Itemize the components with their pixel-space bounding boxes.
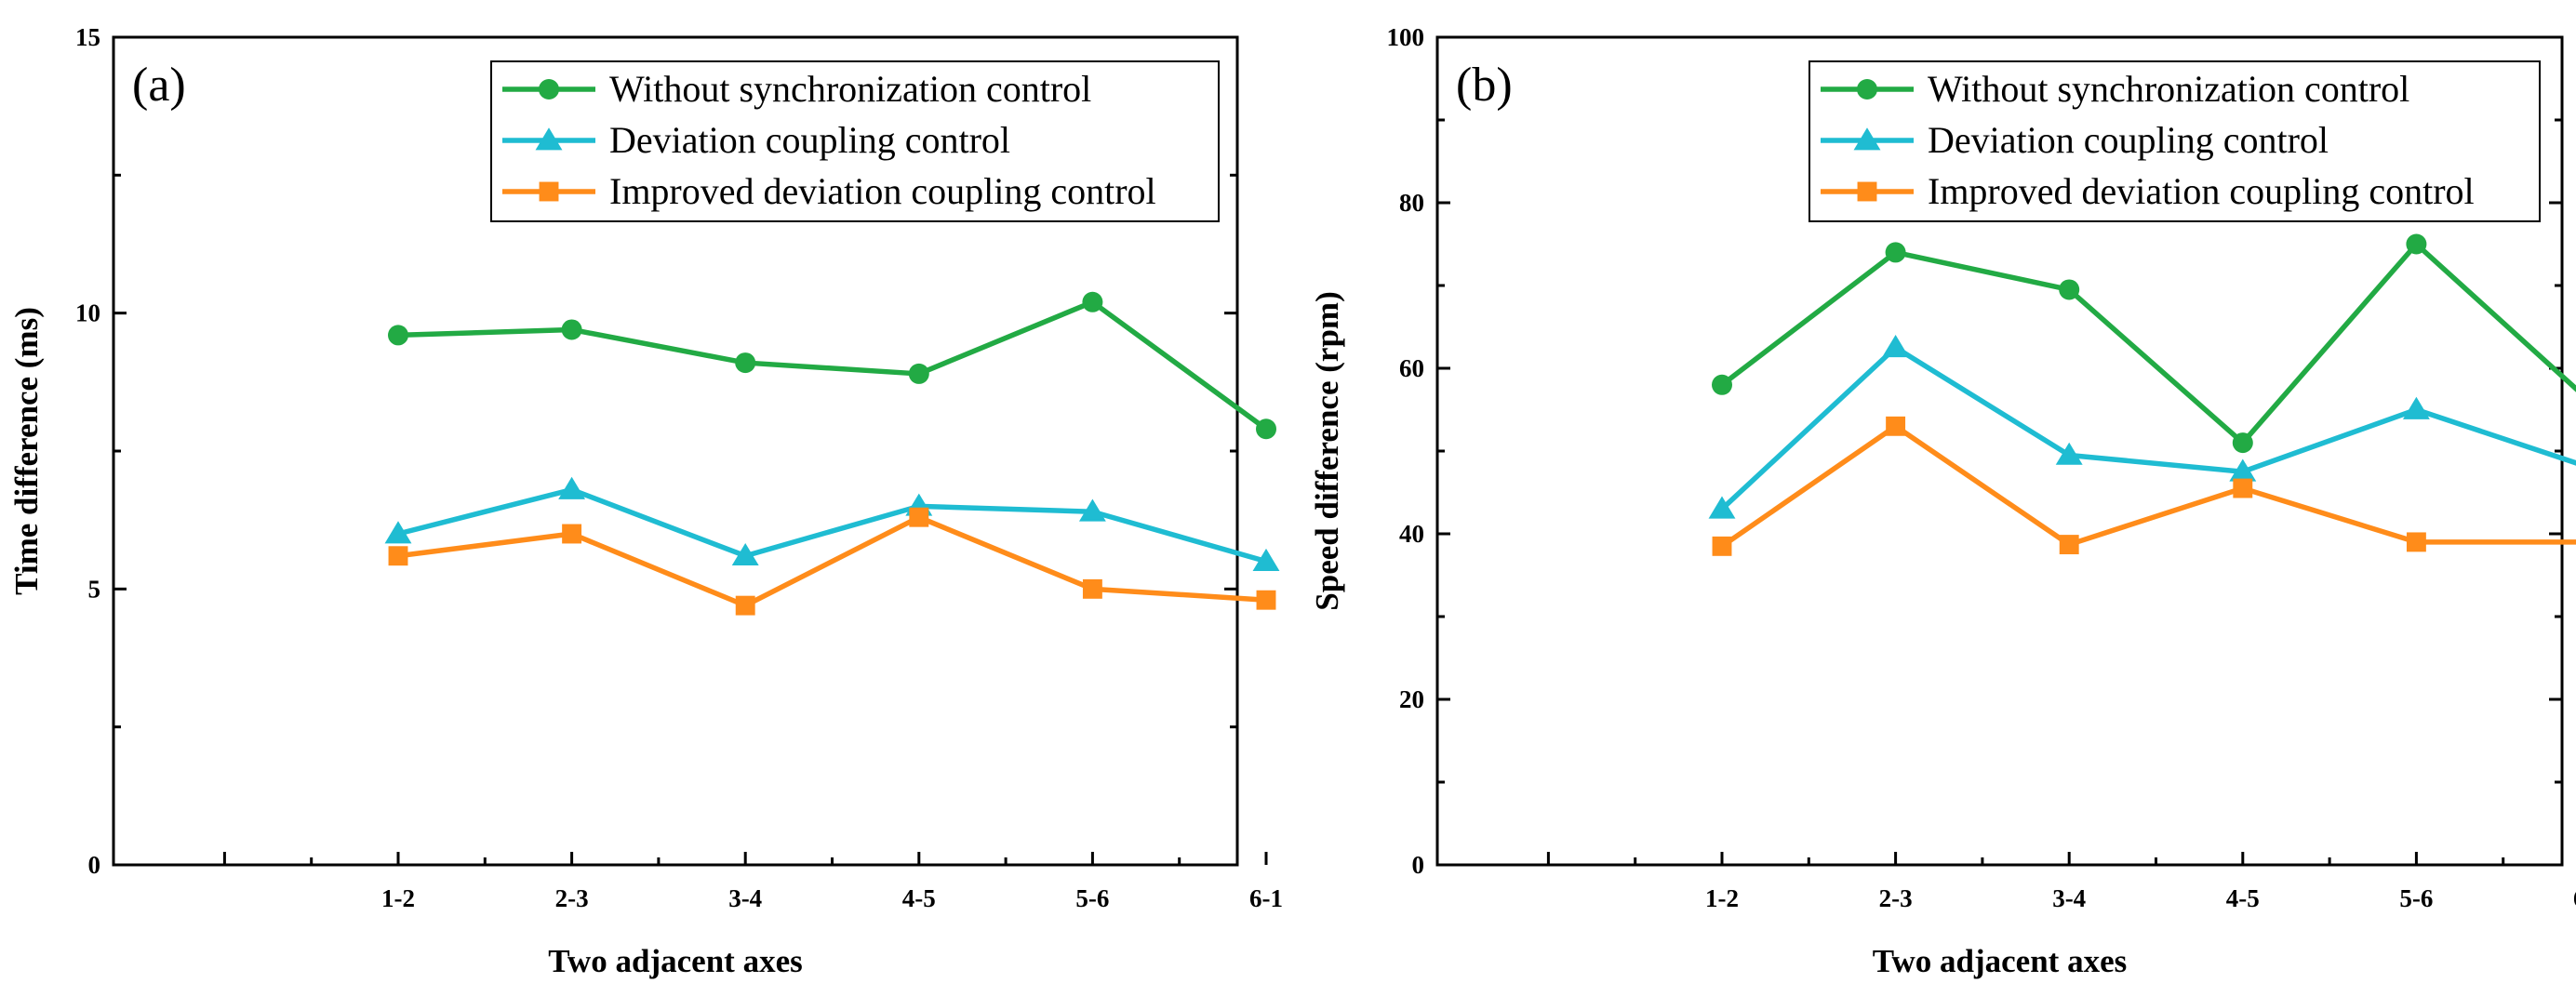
- y-tick-label: 15: [75, 23, 100, 51]
- series-line: [1720, 423, 2576, 549]
- data-point-5-6: [2406, 233, 2427, 255]
- data-point-3-4: [2059, 535, 2079, 555]
- data-point-6-1: [1256, 590, 1276, 610]
- series-line: [397, 514, 1267, 608]
- legend-label: Deviation coupling control: [1928, 119, 2329, 161]
- legend-label: Deviation coupling control: [609, 119, 1010, 161]
- data-point-2-3: [558, 476, 586, 499]
- legend: Without synchronization control Deviation…: [1809, 60, 2541, 222]
- x-tick-label-4-5: 4-5: [2226, 884, 2260, 912]
- data-point-1-2: [384, 521, 412, 544]
- legend-box: [490, 60, 1220, 222]
- series-line: [1720, 345, 2576, 511]
- legend-marker: [539, 79, 559, 100]
- x-tick-label-2-3: 2-3: [555, 884, 589, 912]
- data-point-2-3: [1886, 416, 1906, 436]
- x-tick-label-3-4: 3-4: [728, 884, 762, 912]
- y-tick-label: 40: [1399, 520, 1424, 548]
- data-point-1-2: [1712, 536, 1732, 556]
- legend-label: Without synchronization control: [609, 68, 1091, 110]
- y-tick-label: 80: [1399, 189, 1424, 217]
- x-tick-label-2-3: 2-3: [1879, 884, 1913, 912]
- legend-marker: [1857, 181, 1877, 202]
- legend-marker: [535, 127, 563, 151]
- chart-time-difference: 0 5 10 15 1-2 2-3 3-4 4-5 5-6 6-1 Two adjacent axe…: [8, 23, 1283, 979]
- legend-marker: [1857, 79, 1877, 100]
- data-point-6-1: [1256, 418, 1276, 440]
- panel-label: (b): [1456, 59, 1513, 112]
- data-point-4-5: [2229, 458, 2257, 482]
- data-point-2-3: [1882, 335, 1910, 358]
- y-tick-label: 60: [1399, 354, 1424, 382]
- legend-marker: [1853, 127, 1881, 151]
- series-deviation-coupling-control: [1708, 335, 2576, 519]
- data-point-6-1: [1252, 548, 1280, 571]
- x-tick-label-1-2: 1-2: [381, 884, 415, 912]
- y-tick-label: 20: [1399, 685, 1424, 713]
- data-point-3-4: [2055, 442, 2083, 465]
- data-point-5-6: [1082, 291, 1103, 312]
- data-point-1-2: [1708, 496, 1736, 519]
- series-deviation-coupling-control: [384, 476, 1280, 571]
- y-tick-label: 10: [75, 299, 100, 327]
- data-point-1-2: [388, 325, 408, 346]
- data-point-3-4: [731, 542, 759, 566]
- data-point-4-5: [908, 363, 929, 384]
- x-tick-label-4-5: 4-5: [902, 884, 936, 912]
- chart-speed-difference: 0 20 40 60 80 100 1-2 2-3 3-4 4-5 5-6 6-1 Two adjace…: [1309, 23, 2576, 979]
- legend-label: Improved deviation coupling control: [609, 170, 1156, 212]
- x-axis-title: Two adjacent axes: [548, 943, 803, 979]
- y-tick-label: 0: [88, 851, 101, 879]
- panel-label: (a): [132, 59, 186, 112]
- x-tick-label-1-2: 1-2: [1705, 884, 1739, 912]
- data-point-5-6: [1078, 498, 1106, 522]
- y-tick-label: 5: [88, 575, 101, 603]
- data-point-1-2: [1712, 374, 1732, 395]
- data-point-4-5: [909, 507, 929, 527]
- series-line: [397, 299, 1268, 432]
- x-axis-title: Two adjacent axes: [1873, 943, 2128, 979]
- legend: Without synchronization control Deviation…: [490, 60, 1220, 222]
- y-axis-title: Time difference (ms): [8, 307, 45, 595]
- series-improved-deviation-coupling-control: [388, 507, 1276, 616]
- x-tick-label-6-1: 6-1: [2573, 884, 2576, 912]
- data-point-4-5: [2232, 432, 2253, 454]
- series-without-synchronization-control: [388, 291, 1276, 440]
- x-tick-label-6-1: 6-1: [1249, 884, 1283, 912]
- legend-label: Without synchronization control: [1928, 68, 2409, 110]
- data-point-5-6: [2402, 396, 2430, 419]
- data-point-5-6: [1082, 578, 1102, 599]
- data-point-2-3: [562, 524, 582, 544]
- x-tick-label-3-4: 3-4: [2052, 884, 2086, 912]
- data-point-2-3: [1885, 242, 1906, 263]
- data-point-2-3: [561, 319, 582, 340]
- series-line: [397, 486, 1267, 564]
- data-point-4-5: [2233, 478, 2253, 498]
- y-tick-label: 100: [1387, 23, 1425, 51]
- y-axis-title: Speed difference (rpm): [1309, 291, 1345, 610]
- legend-label: Improved deviation coupling control: [1928, 170, 2475, 212]
- series-without-synchronization-control: [1712, 233, 2576, 454]
- x-tick-label-5-6: 5-6: [1075, 884, 1109, 912]
- legend-box: [1809, 60, 2541, 222]
- data-point-3-4: [735, 595, 755, 616]
- series-improved-deviation-coupling-control: [1712, 416, 2576, 556]
- legend-marker: [539, 181, 559, 202]
- data-point-1-2: [388, 546, 408, 566]
- data-point-5-6: [2406, 532, 2426, 552]
- series-line: [1720, 241, 2576, 445]
- data-point-3-4: [735, 352, 756, 374]
- y-tick-label: 0: [1412, 851, 1425, 879]
- x-tick-label-5-6: 5-6: [2399, 884, 2433, 912]
- data-point-3-4: [2059, 279, 2080, 300]
